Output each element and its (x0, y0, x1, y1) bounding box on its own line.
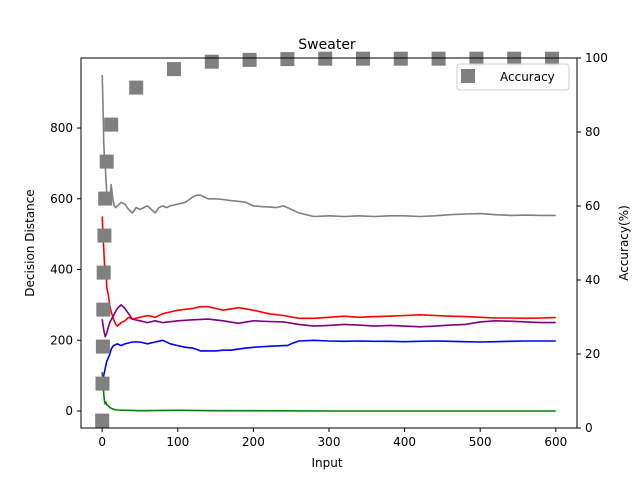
y2-tick-label: 100 (585, 51, 608, 65)
x-tick-label: 0 (98, 435, 106, 449)
accuracy-marker (95, 413, 110, 428)
y-tick-label: 400 (50, 263, 73, 277)
accuracy-marker (431, 51, 446, 66)
accuracy-marker (95, 376, 110, 391)
y-tick-label: 200 (50, 333, 73, 347)
accuracy-marker (104, 117, 119, 132)
series-line-1 (101, 74, 556, 218)
x-axis-label: Input (311, 456, 342, 470)
accuracy-marker (280, 52, 295, 67)
y2-tick-label: 0 (585, 421, 593, 435)
accuracy-marker (96, 265, 111, 280)
accuracy-marker (97, 228, 112, 243)
x-tick-label: 100 (166, 435, 189, 449)
chart-title: Sweater (298, 37, 356, 53)
accuracy-marker (129, 80, 144, 95)
plot-area (95, 51, 559, 428)
accuracy-marker (469, 51, 484, 66)
x-tick-label: 400 (393, 435, 416, 449)
accuracy-marker (545, 51, 559, 66)
y-tick-label: 800 (50, 121, 73, 135)
x-tick-label: 600 (544, 435, 567, 449)
accuracy-marker (204, 54, 219, 69)
legend-box (456, 63, 570, 91)
x-tick-label: 500 (469, 435, 492, 449)
x-tick-label: 300 (318, 435, 341, 449)
accuracy-marker (95, 339, 110, 354)
accuracy-marker (242, 52, 257, 67)
accuracy-marker (96, 302, 111, 317)
accuracy-marker (99, 154, 114, 169)
y-tick-label: 0 (65, 404, 73, 418)
y2-tick-label: 20 (585, 347, 600, 361)
accuracy-marker (356, 51, 370, 66)
series-line-5 (101, 372, 556, 412)
y2-axis-label: Accuracy(%) (617, 205, 631, 281)
axes: 0 100 200 300 400 500 600 0 200 400 600 800 0 20 40 60 8… (50, 51, 608, 449)
legend-marker-accuracy (461, 69, 475, 83)
y-axis-label: Decision Distance (23, 189, 37, 296)
x-tick-label: 200 (242, 435, 265, 449)
accuracy-marker (507, 51, 522, 66)
accuracy-marker (393, 51, 408, 66)
accuracy-marker (98, 191, 113, 206)
y2-tick-label: 60 (585, 199, 600, 213)
series-line-4 (101, 339, 556, 383)
y-tick-label: 600 (50, 192, 73, 206)
y2-tick-label: 80 (585, 125, 600, 139)
accuracy-marker (167, 62, 181, 77)
legend: Accuracy (456, 63, 570, 91)
accuracy-marker (318, 51, 333, 66)
y2-tick-label: 40 (585, 273, 600, 287)
series-line-3 (101, 304, 556, 338)
legend-label-accuracy: Accuracy (500, 70, 555, 84)
